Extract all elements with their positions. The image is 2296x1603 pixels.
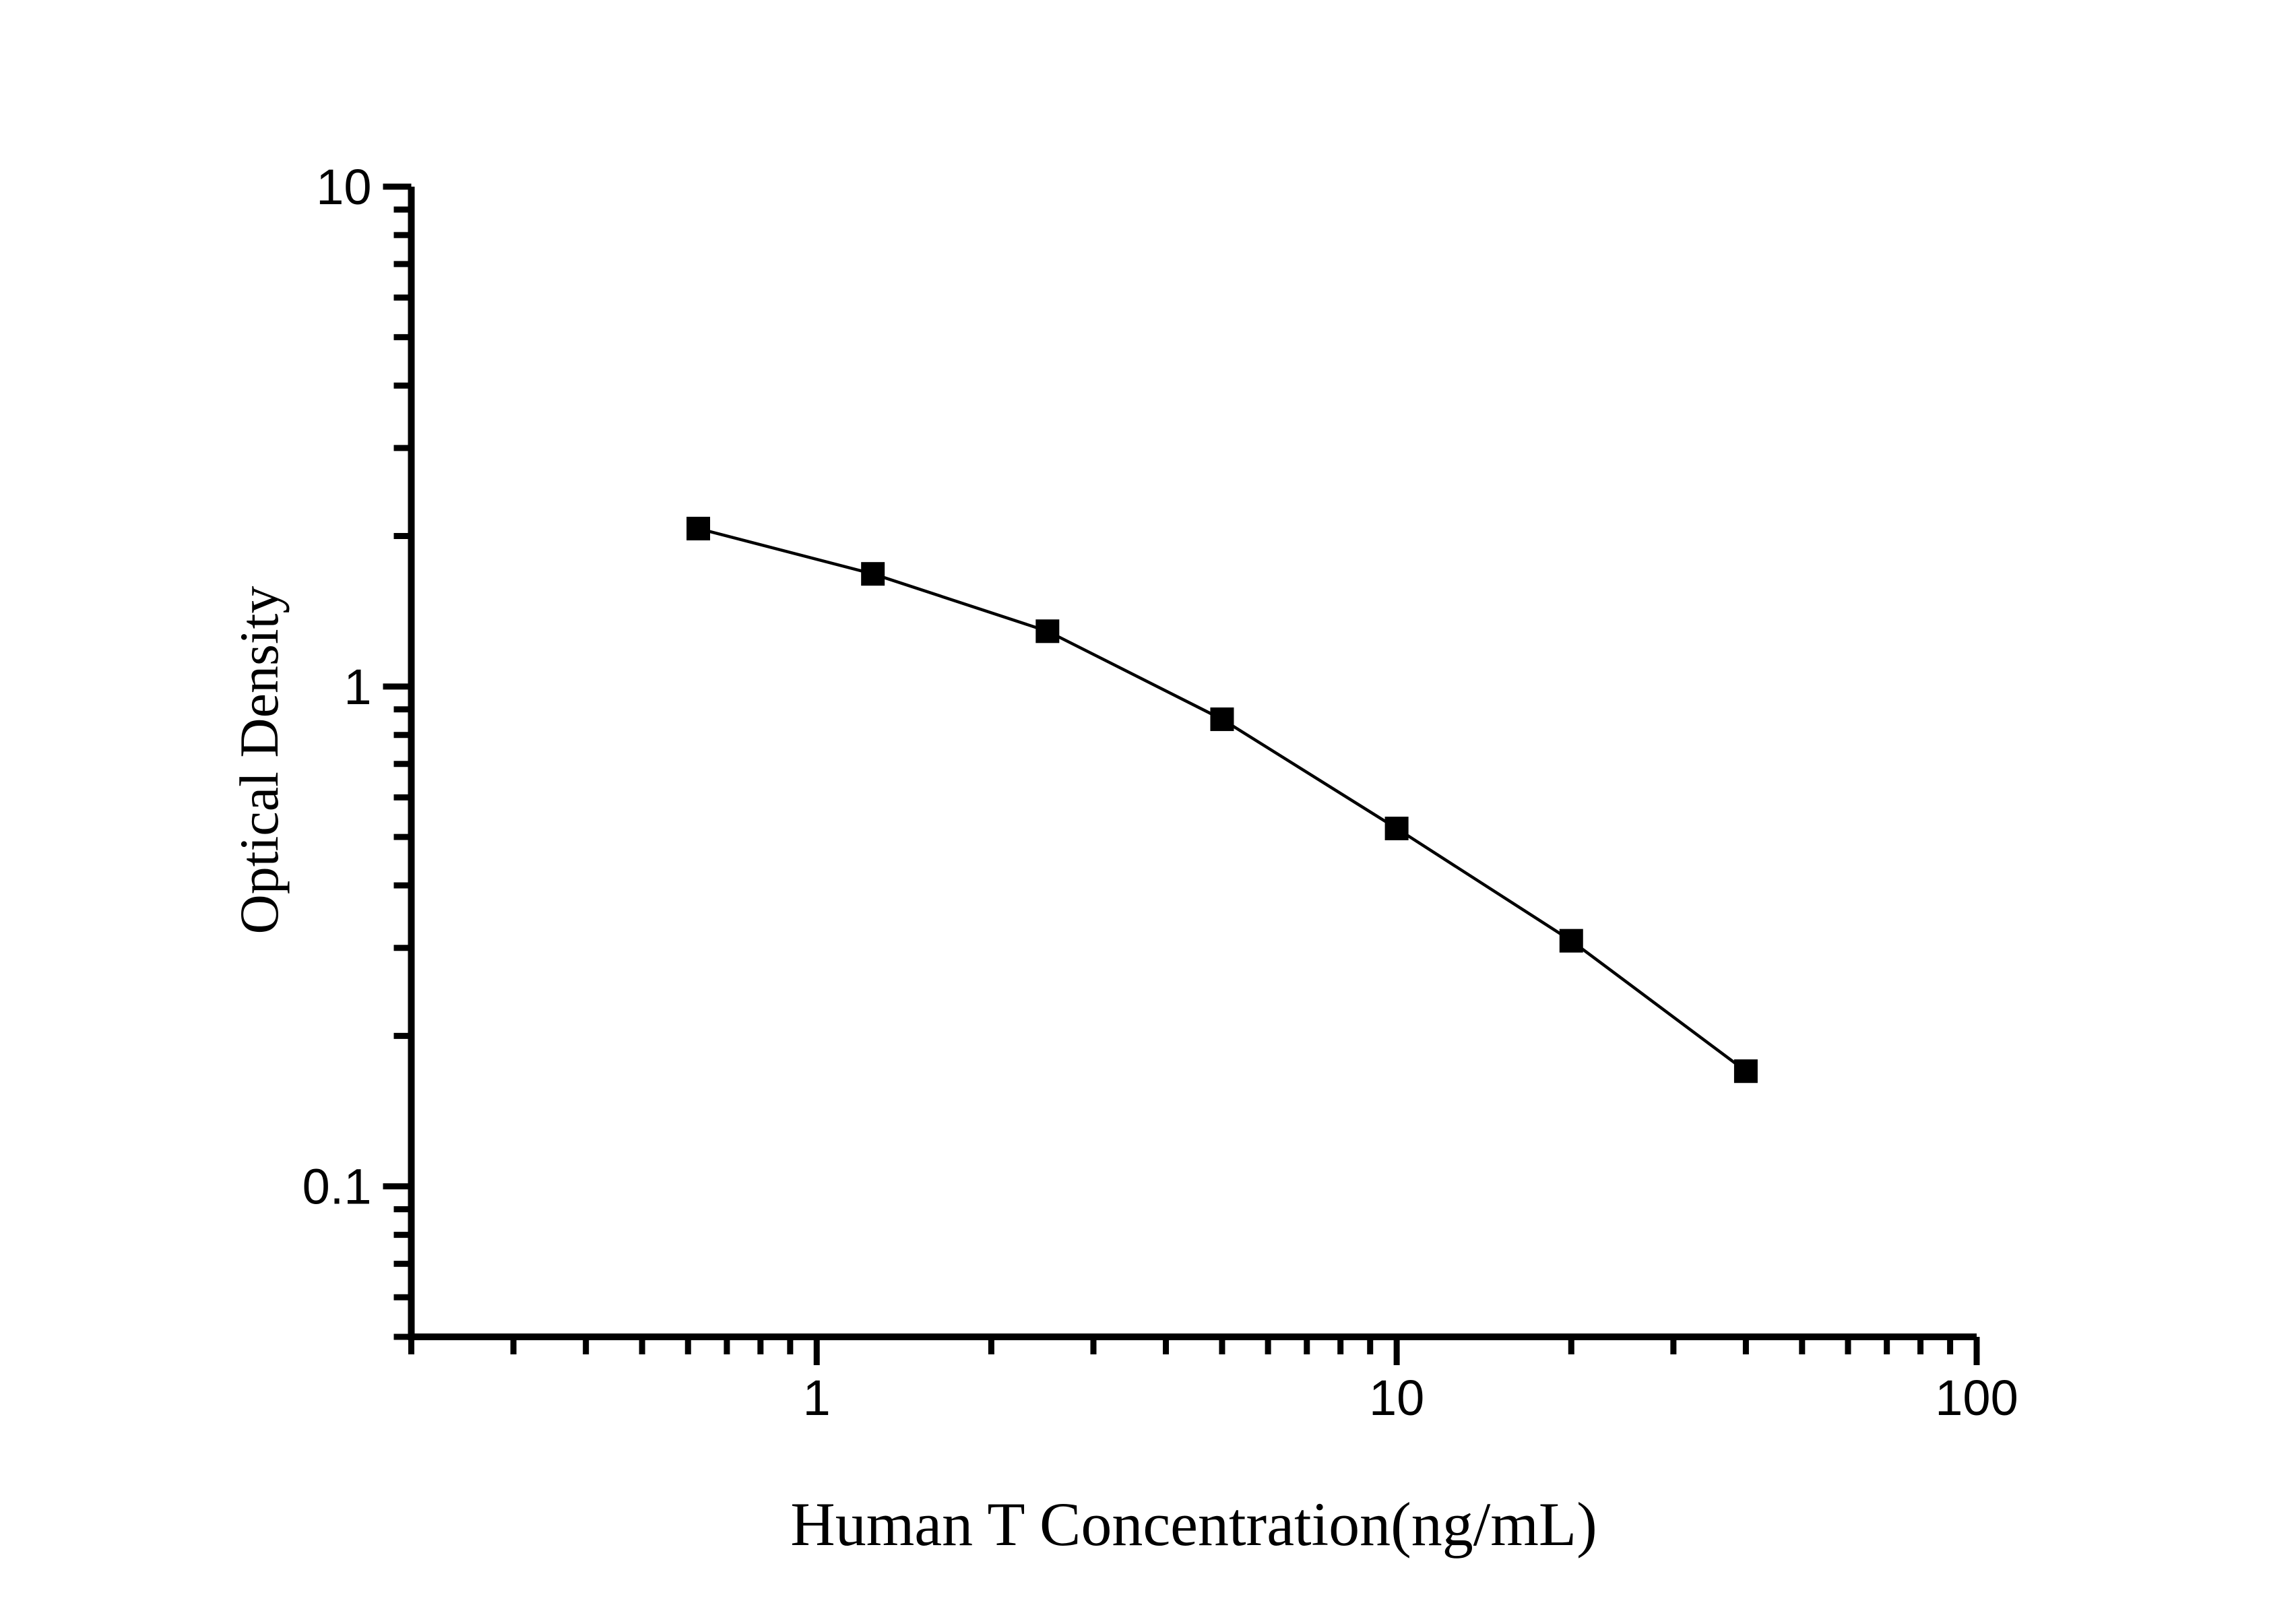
data-point-marker bbox=[1035, 619, 1060, 643]
series-standard-curve bbox=[687, 516, 1758, 1083]
series-line bbox=[697, 527, 1747, 1073]
data-point-marker bbox=[1384, 817, 1409, 841]
y-tick-label: 1 bbox=[344, 659, 371, 715]
x-axis: 1 10 100 bbox=[408, 1337, 2018, 1426]
x-axis-title: Human T Concentration(ng/mL) bbox=[790, 1490, 1597, 1559]
y-tick-label: 10 bbox=[316, 159, 371, 215]
data-point-marker bbox=[861, 562, 885, 586]
x-tick-label: 100 bbox=[1935, 1370, 2018, 1426]
data-point-marker bbox=[687, 516, 711, 540]
data-point-marker bbox=[1733, 1059, 1758, 1083]
axes-frame bbox=[408, 187, 1977, 1340]
y-tick-label: 0.1 bbox=[302, 1159, 372, 1215]
y-axis: 0.1 1 10 bbox=[302, 159, 412, 1340]
y-axis-title: Optical Density bbox=[228, 586, 290, 935]
x-tick-label: 1 bbox=[803, 1370, 831, 1426]
data-point-marker bbox=[1559, 929, 1583, 953]
data-point-marker bbox=[1210, 707, 1234, 731]
x-tick-label: 10 bbox=[1369, 1370, 1424, 1426]
